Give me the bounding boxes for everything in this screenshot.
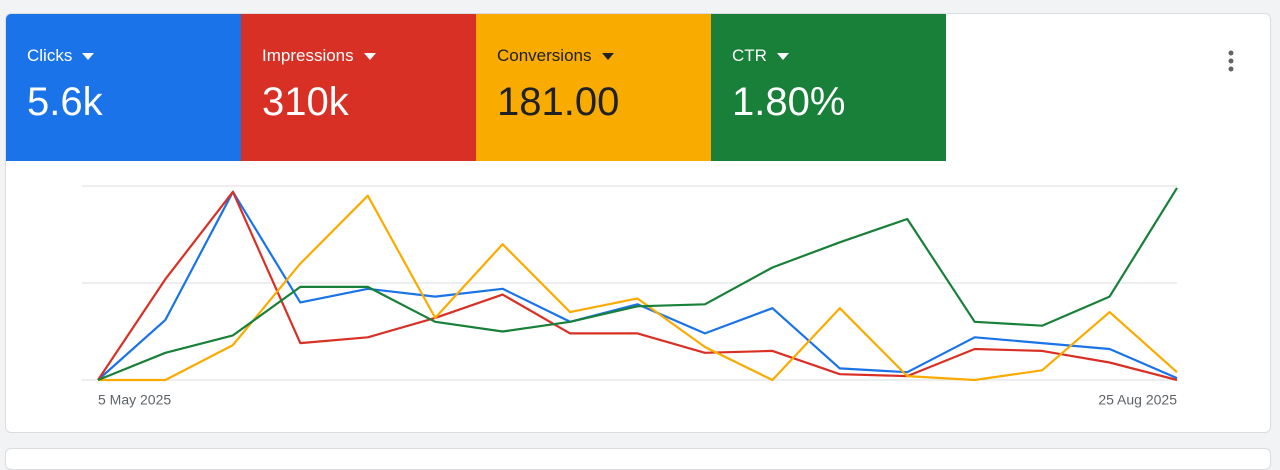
- metric-label: Clicks: [27, 46, 241, 66]
- chart: 5 May 2025 25 Aug 2025: [82, 185, 1178, 408]
- performance-card: Clicks 5.6k Impressions 310k Conversions…: [5, 13, 1271, 433]
- dropdown-arrow: [363, 52, 376, 60]
- dropdown-arrow: [776, 52, 789, 60]
- metric-name: Impressions: [262, 46, 354, 65]
- metric-label: Conversions: [497, 46, 711, 66]
- series-line: [98, 194, 1178, 382]
- metric-label: Impressions: [262, 46, 476, 66]
- series-line: [97, 187, 1178, 382]
- metric-name: Conversions: [497, 46, 592, 65]
- metric-value: 310k: [262, 80, 349, 124]
- x-tick-label: 5 May 2025: [98, 392, 171, 408]
- metric-value: 5.6k: [27, 80, 103, 124]
- x-tick-label: 25 Aug 2025: [1098, 392, 1177, 408]
- series-line: [97, 190, 1178, 382]
- metric-label: CTR: [732, 46, 946, 66]
- series-line: [97, 190, 1178, 381]
- metric-tile[interactable]: CTR 1.80%: [711, 14, 946, 161]
- metric-tile[interactable]: Impressions 310k: [241, 14, 476, 161]
- metric-value: 181.00: [497, 80, 620, 124]
- metric-tile[interactable]: Clicks 5.6k: [6, 14, 241, 161]
- metric-name: CTR: [732, 46, 767, 65]
- dropdown-arrow: [82, 52, 95, 60]
- dropdown-arrow: [601, 52, 614, 60]
- page: Clicks 5.6k Impressions 310k Conversions…: [5, 13, 1271, 470]
- metric-value: 1.80%: [732, 80, 846, 124]
- metric-tile[interactable]: Conversions 181.00: [476, 14, 711, 161]
- metric-name: Clicks: [27, 46, 73, 65]
- more-menu[interactable]: [1228, 50, 1234, 72]
